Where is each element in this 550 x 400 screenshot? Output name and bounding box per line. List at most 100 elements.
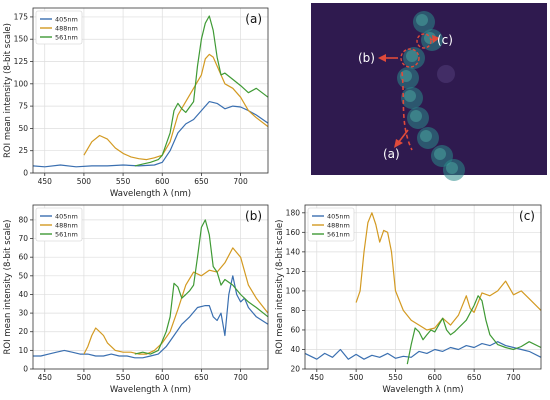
legend-label-488nm: 488nm xyxy=(55,221,78,229)
y-tick-label-8: 80 xyxy=(18,215,28,224)
arrow-a-line xyxy=(397,129,409,144)
x-tick-label-1: 500 xyxy=(77,177,92,186)
y-axis-label: ROI mean intensity (8-bit scale) xyxy=(3,220,13,355)
y-tick-label-6: 140 xyxy=(286,247,301,256)
x-tick-label-0: 450 xyxy=(310,373,325,382)
y-tick-label-0: 0 xyxy=(23,169,28,178)
y-tick-label-3: 75 xyxy=(18,102,28,111)
x-tick-label-0: 450 xyxy=(38,373,53,382)
series-line-561nm xyxy=(134,15,269,167)
series-line-488nm xyxy=(355,212,542,331)
chart-c: 450 500 550 600 650 700 20 40 60 80 100 120 140 160 18… xyxy=(275,204,542,395)
y-tick-label-1: 25 xyxy=(18,146,28,155)
roi-c-circle xyxy=(416,33,432,49)
cell-4 xyxy=(401,87,423,109)
y-tick-label-2: 20 xyxy=(18,327,28,336)
legend-label-561nm: 561nm xyxy=(55,33,78,41)
series-line-488nm xyxy=(83,247,269,355)
y-tick-label-4: 40 xyxy=(18,290,28,299)
callout-b: (b) xyxy=(358,51,375,65)
panel-label: (a) xyxy=(245,12,262,26)
legend-label-405nm: 405nm xyxy=(327,212,350,220)
x-tick-label-1: 500 xyxy=(77,373,92,382)
cell-core-8 xyxy=(446,162,458,174)
x-tick-label-3: 600 xyxy=(155,177,170,186)
x-tick-label-5: 700 xyxy=(233,373,248,382)
x-tick-label-1: 500 xyxy=(349,373,364,382)
x-axis-label: Wavelength λ (nm) xyxy=(110,385,191,395)
cell-5 xyxy=(407,107,429,129)
y-tick-label-6: 60 xyxy=(18,253,28,262)
series-line-561nm xyxy=(406,295,542,365)
y-tick-label-3: 30 xyxy=(18,309,28,318)
series-line-561nm xyxy=(134,219,269,355)
plot-frame xyxy=(32,7,269,174)
x-tick-label-3: 600 xyxy=(428,373,443,382)
x-tick-label-3: 600 xyxy=(155,373,170,382)
x-tick-label-2: 550 xyxy=(388,373,403,382)
y-tick-label-3: 80 xyxy=(290,306,300,315)
y-tick-label-7: 160 xyxy=(286,228,301,237)
callout-a: (a) xyxy=(383,147,400,161)
roi-a-path xyxy=(401,71,413,151)
cell-core-0 xyxy=(416,14,428,26)
y-tick-label-2: 60 xyxy=(290,325,300,334)
series-line-405nm xyxy=(304,341,542,360)
arrow-c-head xyxy=(432,35,440,43)
cell-core-6 xyxy=(420,130,432,142)
cell-core-5 xyxy=(410,110,422,122)
x-tick-label-0: 450 xyxy=(38,177,53,186)
y-tick-label-5: 120 xyxy=(286,267,301,276)
roi-b-circle xyxy=(400,48,420,68)
panel-label: (c) xyxy=(519,209,535,223)
x-tick-label-2: 550 xyxy=(116,373,131,382)
arrow-b-head xyxy=(378,54,386,62)
microscope-image: (b) (c) (a) xyxy=(311,3,547,181)
panel-label: (b) xyxy=(245,209,262,223)
cell-2 xyxy=(403,47,425,69)
legend-label-405nm: 405nm xyxy=(55,15,78,23)
y-tick-label-7: 70 xyxy=(18,234,28,243)
callout-c: (c) xyxy=(437,33,453,47)
cell-core-7 xyxy=(434,148,446,160)
chart-a: 450 500 550 600 650 700 0 25 50 75 100 125 150 175 Wav… xyxy=(3,7,269,199)
x-axis-label: Wavelength λ (nm) xyxy=(382,385,463,395)
series-line-405nm xyxy=(32,100,269,168)
y-tick-label-6: 150 xyxy=(14,35,29,44)
x-tick-label-4: 650 xyxy=(194,373,209,382)
y-tick-label-5: 125 xyxy=(14,57,29,66)
chart-b: 450 500 550 600 650 700 0 10 20 30 40 50 60 70 80 Wavel… xyxy=(3,204,269,395)
x-tick-label-4: 650 xyxy=(467,373,482,382)
y-tick-label-0: 20 xyxy=(290,365,300,374)
y-tick-label-0: 0 xyxy=(23,365,28,374)
arrow-a-head xyxy=(394,139,403,148)
cell-8 xyxy=(443,159,465,181)
y-tick-label-1: 10 xyxy=(18,346,28,355)
x-tick-label-4: 650 xyxy=(194,177,209,186)
y-axis-label: ROI mean intensity (8-bit scale) xyxy=(275,220,285,355)
y-tick-label-5: 50 xyxy=(18,271,28,280)
plot-frame xyxy=(304,204,542,370)
y-tick-label-4: 100 xyxy=(286,286,301,295)
x-tick-label-5: 700 xyxy=(233,177,248,186)
x-tick-label-2: 550 xyxy=(116,177,131,186)
cell-core-4 xyxy=(404,90,416,102)
legend-label-488nm: 488nm xyxy=(327,221,350,229)
y-tick-label-4: 100 xyxy=(14,79,29,88)
cell-0 xyxy=(413,11,435,33)
y-tick-label-2: 50 xyxy=(18,124,28,133)
series-line-405nm xyxy=(33,275,269,359)
y-axis-label: ROI mean intensity (8-bit scale) xyxy=(3,23,13,158)
faint-cell xyxy=(437,65,455,83)
x-axis-label: Wavelength λ (nm) xyxy=(110,189,191,199)
legend-label-561nm: 561nm xyxy=(55,230,78,238)
legend-label-488nm: 488nm xyxy=(55,24,78,32)
legend-label-405nm: 405nm xyxy=(55,212,78,220)
cell-6 xyxy=(417,127,439,149)
y-tick-label-7: 175 xyxy=(14,12,29,21)
x-tick-label-5: 700 xyxy=(506,373,521,382)
